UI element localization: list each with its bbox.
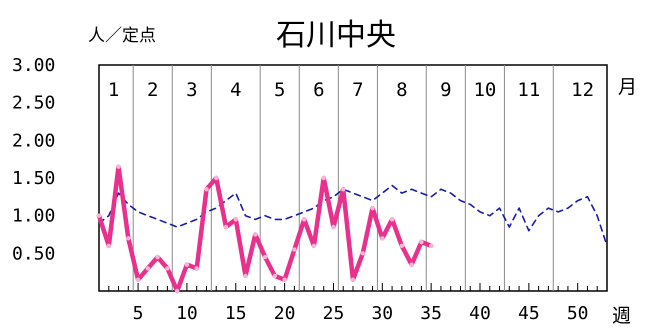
x-tick-label: 30 — [371, 303, 393, 324]
series-point — [155, 254, 160, 260]
month-label: 8 — [396, 79, 407, 101]
series-point — [126, 236, 131, 241]
series-point — [272, 273, 278, 279]
series-point — [311, 243, 317, 248]
series-point — [116, 164, 121, 169]
x-tick-label: 20 — [274, 303, 296, 324]
month-label: 5 — [274, 79, 285, 101]
series-point — [380, 236, 385, 241]
series-point — [292, 247, 297, 252]
series-point — [165, 266, 170, 271]
series-point — [204, 187, 209, 192]
y-tick-label: 1.00 — [12, 206, 55, 227]
month-label: 12 — [571, 79, 594, 101]
x-tick-label: 50 — [567, 303, 589, 324]
x-tick-label: 10 — [176, 303, 198, 324]
month-label: 11 — [517, 79, 540, 101]
series-point — [145, 266, 151, 271]
month-label: 1 — [108, 79, 119, 101]
month-label: 10 — [473, 79, 496, 101]
series-point — [262, 254, 268, 260]
series-point — [135, 277, 141, 282]
month-label: 2 — [147, 79, 158, 101]
series-point — [106, 243, 111, 248]
series-point — [428, 243, 434, 248]
series-point — [253, 232, 258, 237]
month-label: 3 — [186, 79, 197, 101]
series-point — [370, 205, 375, 211]
series-point — [96, 213, 102, 218]
y-tick-label: 2.00 — [12, 130, 55, 151]
x-tick-label: 25 — [323, 303, 345, 324]
month-axis-label: 月 — [618, 76, 637, 98]
series-point — [214, 175, 219, 181]
series-point — [419, 239, 424, 245]
y-tick-label: 3.00 — [12, 55, 55, 76]
x-tick-label: 40 — [469, 303, 491, 324]
x-tick-label: 15 — [225, 303, 247, 324]
series-point — [194, 266, 199, 271]
y-tick-label: 0.50 — [12, 243, 55, 264]
y-axis-unit-label: 人／定点 — [88, 26, 156, 46]
series-point — [233, 217, 238, 222]
month-label: 6 — [313, 79, 324, 101]
series-point — [331, 224, 336, 230]
month-label: 7 — [352, 79, 363, 101]
series-point — [174, 288, 180, 294]
series-point — [360, 251, 365, 256]
series-point — [341, 187, 346, 192]
series-point — [223, 224, 229, 230]
average-series-line — [98, 184, 608, 247]
x-tick-label: 5 — [133, 303, 144, 324]
current-series-line — [96, 164, 434, 294]
week-axis-label: 週 — [612, 305, 631, 327]
series-point — [399, 243, 405, 248]
month-label: 4 — [230, 79, 241, 101]
series-point — [321, 175, 326, 181]
series-point — [389, 217, 395, 222]
y-tick-label: 2.50 — [12, 93, 55, 114]
y-tick-label: 1.50 — [12, 168, 55, 189]
series-point — [184, 262, 190, 267]
series-point — [350, 277, 356, 282]
x-tick-label: 45 — [518, 303, 540, 324]
x-tick-label: 35 — [420, 303, 442, 324]
chart-title: 石川中央 — [276, 18, 396, 53]
series-point — [301, 217, 307, 222]
series-point — [409, 262, 414, 267]
month-label: 9 — [440, 79, 451, 101]
series-point — [243, 273, 248, 279]
series-point — [282, 277, 287, 282]
